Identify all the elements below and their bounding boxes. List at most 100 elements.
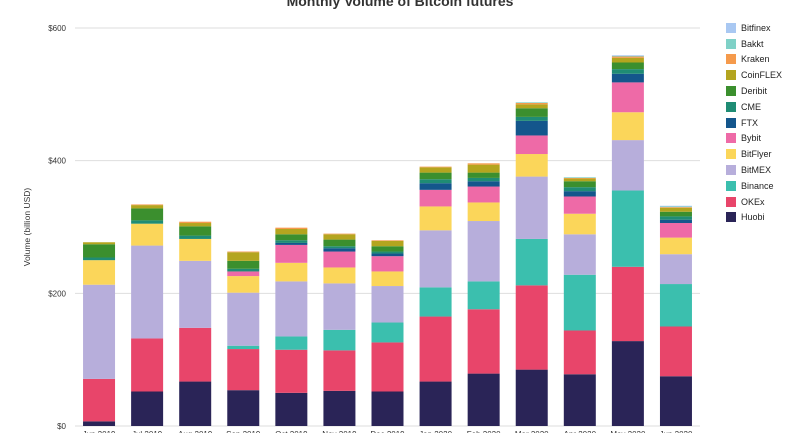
legend-item-bitflyer[interactable]: BitFlyer — [726, 146, 782, 162]
bar-segment-ftx — [659, 219, 692, 224]
x-tick-label: Nov 2019 — [322, 430, 357, 433]
y-axis-title: Volume (billion USD) — [22, 188, 32, 267]
y-tick-label: $400 — [48, 157, 66, 166]
bar-segment-kraken — [611, 56, 644, 58]
legend-label: BitMEX — [741, 165, 772, 176]
bar-segment-bitmex — [179, 260, 212, 328]
bar-segment-bakkt — [659, 206, 692, 208]
bar-segment-bakkt — [611, 55, 644, 57]
x-tick-label: Aug 2019 — [178, 430, 213, 433]
bar-segment-cme — [467, 177, 500, 182]
bar-segment-bybit — [659, 223, 692, 238]
legend-item-cme[interactable]: CME — [726, 99, 782, 115]
x-tick-label: Oct 2019 — [275, 430, 308, 433]
bar-segment-huobi — [179, 381, 212, 426]
legend-swatch — [726, 149, 736, 160]
x-tick-label: Apr 2020 — [564, 430, 597, 433]
bar-segment-okex — [323, 350, 356, 391]
bar-segment-huobi — [563, 374, 596, 426]
y-tick-label: $0 — [57, 422, 66, 431]
bar-segment-binance — [611, 190, 644, 267]
bar-segment-ftx — [419, 183, 452, 190]
x-tick-label: Feb 2020 — [467, 430, 501, 433]
x-axis-ticks: Jun 2019 Jul 2019 Aug 2019 Sep 2019 Oct 2019… — [83, 430, 693, 433]
bar-segment-cme — [179, 235, 212, 239]
bar-segment-cme — [323, 246, 356, 249]
bar-segment-ftx — [515, 120, 548, 136]
bar-segment-okex — [467, 309, 500, 374]
legend-item-ftx[interactable]: FTX — [726, 115, 782, 131]
bar-segment-ftx — [371, 253, 404, 257]
bar-segment-bitfinex — [611, 55, 644, 56]
bar-segment-bakkt — [563, 177, 596, 178]
legend-swatch — [726, 180, 736, 191]
bar-segment-okex — [275, 349, 308, 393]
bar-segment-cme — [515, 116, 548, 121]
bar-segment-bitflyer — [275, 262, 308, 282]
bar-segment-ftx — [563, 191, 596, 197]
x-tick-label: Sep 2019 — [226, 430, 261, 433]
legend-swatch — [726, 196, 736, 207]
legend-item-bybit[interactable]: Bybit — [726, 131, 782, 147]
x-tick-label: Jun 2020 — [660, 430, 693, 433]
bar-segment-bybit — [323, 251, 356, 268]
bar-segment-bitflyer — [131, 223, 164, 246]
bar-segment-cme — [275, 240, 308, 243]
legend-item-bitfinex[interactable]: Bitfinex — [726, 20, 782, 36]
legend-item-coinflex[interactable]: CoinFLEX — [726, 67, 782, 83]
bar-segment-coinflex — [659, 207, 692, 212]
bar-segment-huobi — [659, 376, 692, 426]
bar-segment-bitflyer — [83, 260, 116, 285]
bar-segment-bitflyer — [515, 154, 548, 177]
legend-item-okex[interactable]: OKEx — [726, 194, 782, 210]
bar-segment-coinflex — [83, 242, 116, 245]
bar-segment-cme — [659, 216, 692, 220]
bar-segment-cme — [419, 179, 452, 184]
bar-segment-bybit — [227, 271, 260, 277]
bar-segment-deribit — [659, 211, 692, 217]
bar-segment-cme — [611, 69, 644, 74]
legend-item-bakkt[interactable]: Bakkt — [726, 36, 782, 52]
bar-segment-coinflex — [179, 223, 212, 227]
legend-label: Kraken — [741, 54, 770, 65]
bar-segment-binance — [515, 238, 548, 286]
bar-segment-bitmex — [611, 140, 644, 191]
bar-segment-huobi — [467, 373, 500, 426]
bar-segment-bybit — [611, 82, 644, 113]
bar-segment-bybit — [419, 189, 452, 207]
bar-segment-bitflyer — [179, 238, 212, 261]
bar-segment-bitflyer — [467, 202, 500, 222]
legend-item-deribit[interactable]: Deribit — [726, 83, 782, 99]
legend-item-huobi[interactable]: Huobi — [726, 210, 782, 226]
bar-segment-deribit — [227, 260, 260, 269]
bar-segment-bitflyer — [323, 267, 356, 284]
bar-segment-coinflex — [131, 205, 164, 209]
x-tick-label: May 2020 — [610, 430, 646, 433]
legend-label: Bitfinex — [741, 22, 771, 33]
bar-segment-bybit — [467, 186, 500, 203]
legend-item-binance[interactable]: Binance — [726, 178, 782, 194]
bar-segment-huobi — [227, 390, 260, 426]
bar-segment-coinflex — [611, 57, 644, 63]
bar-segment-ftx — [611, 73, 644, 83]
bar-segment-kraken — [419, 166, 452, 168]
bar-segment-huobi — [83, 421, 116, 426]
bar-segment-deribit — [275, 234, 308, 241]
bar-segment-ftx — [275, 242, 308, 245]
bar-segment-kraken — [659, 207, 692, 208]
chart-title: Monthly Volume of Bitcoin futures — [287, 0, 514, 9]
bar-segment-huobi — [323, 390, 356, 426]
bar-segment-ftx — [323, 248, 356, 252]
legend-item-kraken[interactable]: Kraken — [726, 52, 782, 68]
bar-segment-kraken — [179, 221, 212, 224]
bar-segment-okex — [659, 326, 692, 377]
bar-segment-okex — [371, 342, 404, 392]
legend-swatch — [726, 70, 736, 81]
legend-label: Binance — [741, 180, 774, 191]
bar-segment-bitmex — [323, 283, 356, 330]
bar-segment-kraken — [323, 233, 356, 235]
bar-segment-coinflex — [467, 164, 500, 173]
bar-segment-coinflex — [227, 252, 260, 261]
legend-item-bitmex[interactable]: BitMEX — [726, 162, 782, 178]
bar-segment-binance — [659, 284, 692, 327]
